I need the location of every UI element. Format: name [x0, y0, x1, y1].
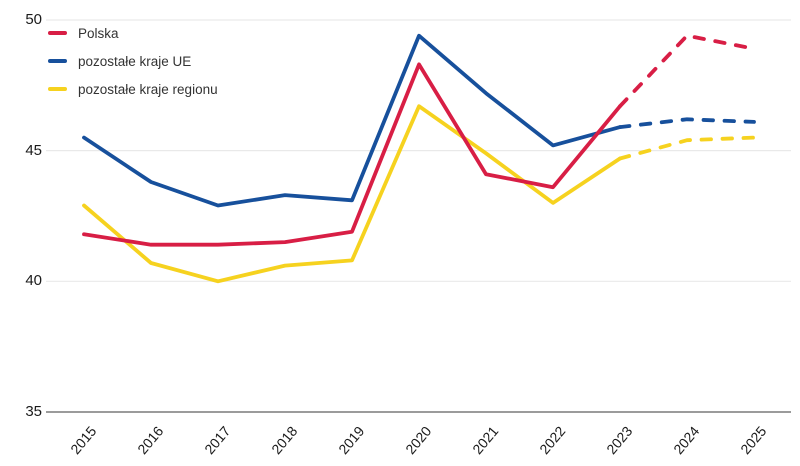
legend-swatch-polska [48, 30, 67, 36]
series-line-0 [82, 62, 622, 247]
legend: Polska pozostałe kraje UE pozostałe kraj… [48, 24, 218, 108]
series-line-1 [82, 33, 622, 208]
legend-item-polska: Polska [48, 24, 218, 42]
legend-label-kraje-regionu: pozostałe kraje regionu [78, 81, 218, 97]
y-axis-label-45: 45 [25, 141, 42, 159]
legend-item-kraje-regionu: pozostałe kraje regionu [48, 80, 218, 98]
series-line-2 [82, 104, 622, 284]
legend-swatch-kraje-regionu [48, 86, 67, 92]
legend-item-kraje-ue: pozostałe kraje UE [48, 52, 218, 70]
legend-label-polska: Polska [78, 25, 119, 41]
y-axis-label-35: 35 [25, 402, 42, 420]
series-line-forecast-2 [618, 135, 756, 161]
y-axis-label-50: 50 [25, 11, 42, 28]
series-line-forecast-1 [618, 117, 756, 129]
y-axis-label-40: 40 [25, 272, 42, 290]
legend-label-kraje-ue: pozostałe kraje UE [78, 53, 192, 69]
legend-swatch-kraje-ue [48, 58, 67, 64]
series-line-forecast-0 [618, 33, 756, 109]
